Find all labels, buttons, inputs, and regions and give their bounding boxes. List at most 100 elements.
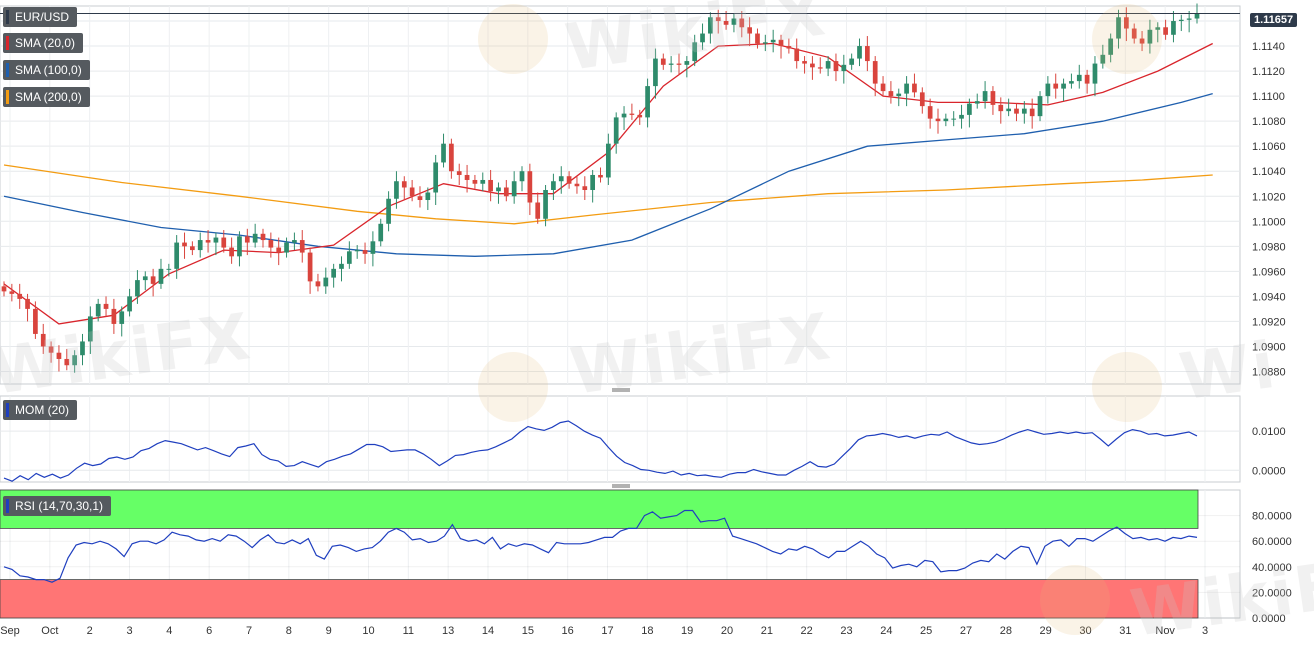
legend-sma-200[interactable]: SMA (200,0) [3, 87, 90, 107]
candle [739, 11, 745, 38]
candle [142, 271, 148, 291]
candle-body [48, 346, 54, 353]
legend-symbol[interactable]: EUR/USD [3, 7, 78, 27]
candle [967, 98, 972, 128]
candle-body [339, 263, 344, 269]
legend-mom-label: MOM (20) [15, 403, 69, 417]
candle [1, 281, 7, 297]
candle-body [103, 303, 109, 309]
legend-sma-20-label: SMA (20,0) [15, 36, 76, 50]
candle [503, 179, 509, 202]
candle-body [276, 247, 282, 253]
x-tick-label: 24 [880, 625, 892, 637]
candle-body [394, 181, 399, 199]
candle-body [323, 277, 329, 287]
axis-layer: 1.11601.11401.11201.11001.10801.10601.10… [0, 13, 1292, 637]
candle [496, 182, 501, 204]
candle [417, 186, 423, 208]
candle [394, 171, 399, 209]
candle-body [598, 174, 603, 178]
candle-body [64, 358, 70, 366]
candle [574, 176, 580, 194]
candle-body [786, 46, 792, 49]
candle-body [488, 179, 493, 192]
candle [472, 174, 478, 189]
candle-body [72, 355, 77, 366]
x-tick-label: 6 [206, 625, 212, 637]
candle [323, 267, 329, 294]
candle [1155, 22, 1161, 43]
candle [197, 232, 203, 258]
candle [629, 103, 635, 120]
legend-sma-100-label: SMA (100,0) [15, 63, 82, 77]
candle [825, 56, 831, 77]
candle-body [912, 83, 917, 93]
y-tick-label: 1.0940 [1252, 291, 1286, 303]
candle [48, 341, 54, 363]
candle [1178, 14, 1184, 32]
x-tick-label: 10 [362, 625, 374, 637]
candle [1037, 91, 1043, 122]
candle [990, 86, 996, 115]
legend-sma-100[interactable]: SMA (100,0) [3, 60, 90, 80]
y-tick-label: 1.0880 [1252, 366, 1286, 378]
candle-body [731, 18, 737, 25]
candle-body [346, 251, 352, 264]
candle [1131, 23, 1137, 44]
candle-body [1147, 29, 1153, 44]
momentum-layer [3, 420, 1198, 482]
legend-sma-20[interactable]: SMA (20,0) [3, 33, 84, 53]
x-tick-label: 18 [641, 625, 653, 637]
candle [786, 38, 792, 54]
candle-body [1124, 17, 1129, 29]
candle-body [1131, 28, 1137, 39]
candle [213, 232, 219, 256]
candle-body [25, 298, 30, 309]
y-tick-label: 1.1120 [1252, 66, 1285, 78]
candle [1061, 78, 1066, 102]
x-tick-label: 2 [87, 625, 93, 637]
candle [284, 237, 289, 258]
candle-body [849, 58, 855, 65]
x-tick-label: 31 [1119, 625, 1131, 637]
candle-body [519, 171, 525, 182]
candle-body [362, 250, 368, 254]
candle-body [9, 291, 15, 294]
candle-body [817, 67, 823, 69]
candle [401, 176, 407, 201]
y-tick-label: 0.0000 [1252, 613, 1286, 625]
candle [613, 112, 619, 154]
candle [1163, 19, 1168, 40]
x-tick-label: 8 [286, 625, 292, 637]
momentum-line [3, 420, 1198, 482]
candle-body [1100, 54, 1106, 64]
candle [386, 191, 391, 232]
candle-body [865, 46, 870, 62]
candle [158, 258, 164, 289]
candle-body [739, 18, 745, 28]
candle [464, 164, 470, 193]
legend-mom[interactable]: MOM (20) [3, 400, 77, 420]
candle [1021, 101, 1027, 124]
candle-body [17, 293, 23, 299]
candle-body [1155, 27, 1161, 30]
candle [1029, 98, 1035, 129]
candle [1147, 19, 1153, 54]
legend-symbol-label: EUR/USD [15, 10, 70, 24]
candle-body [794, 48, 800, 62]
candle [1053, 73, 1059, 99]
last-price-tag: 1.11657 [1250, 13, 1298, 27]
candle [590, 169, 596, 203]
y-tick-label: 1.1060 [1252, 141, 1286, 153]
candle-body [723, 21, 729, 25]
x-tick-label: 4 [166, 625, 172, 637]
candle-body [1171, 21, 1176, 35]
candle-body [229, 247, 234, 257]
candle [244, 228, 250, 256]
candle-body [119, 311, 125, 324]
x-tick-label: 7 [246, 625, 252, 637]
legend-rsi[interactable]: RSI (14,70,30,1) [3, 496, 112, 516]
candle [221, 230, 227, 253]
candle-body [645, 86, 650, 118]
candle-body [417, 196, 423, 201]
